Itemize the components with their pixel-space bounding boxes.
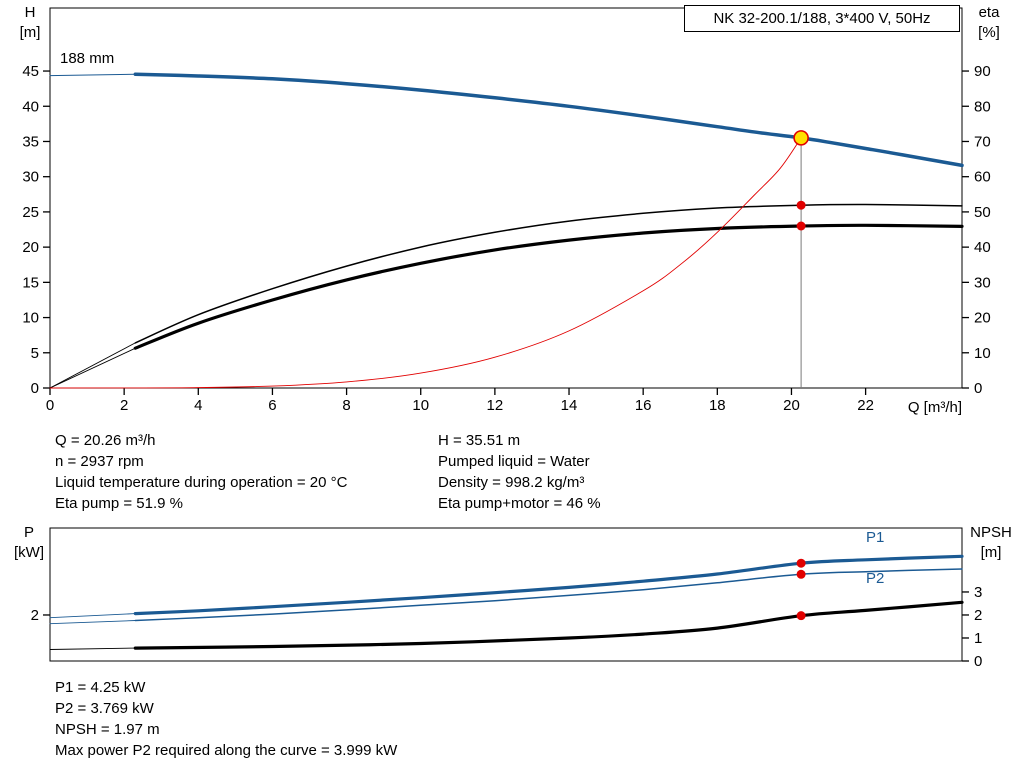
svg-text:10: 10 [22,310,39,327]
info-liquid-temperature: Liquid temperature during operation = 20… [55,474,348,491]
svg-text:4: 4 [194,397,202,414]
power-info-block: P1 = 4.25 kW P2 = 3.769 kW NPSH = 1.97 m… [55,677,397,761]
svg-text:40: 40 [974,239,991,256]
info-npsh: NPSH = 1.97 m [55,721,160,738]
p2-curve-label: P2 [866,570,885,587]
svg-text:15: 15 [22,274,39,291]
svg-text:20: 20 [783,397,800,414]
h-axis-title: H [m] [12,3,48,43]
svg-text:60: 60 [974,169,991,186]
svg-text:1: 1 [974,630,982,647]
svg-text:3: 3 [974,584,982,601]
p-axis-title: P [kW] [6,523,52,563]
svg-text:40: 40 [22,98,39,115]
svg-text:22: 22 [857,397,874,414]
svg-text:0: 0 [31,380,39,397]
svg-text:0: 0 [974,380,982,397]
svg-text:20: 20 [22,239,39,256]
eta-axis-name: eta [978,4,1000,21]
npsh-axis-title: NPSH [m] [962,523,1020,563]
svg-text:14: 14 [561,397,578,414]
info-speed: n = 2937 rpm [55,453,144,470]
svg-text:25: 25 [22,204,39,221]
info-p2: P2 = 3.769 kW [55,700,154,717]
svg-text:10: 10 [974,345,991,362]
info-eta-pump: Eta pump = 51.9 % [55,495,183,512]
info-max-p2: Max power P2 required along the curve = … [55,742,398,759]
info-eta-pump-motor: Eta pump+motor = 46 % [438,495,601,512]
svg-text:5: 5 [31,345,39,362]
svg-text:2: 2 [974,607,982,624]
svg-text:10: 10 [412,397,429,414]
svg-text:6: 6 [268,397,276,414]
svg-text:35: 35 [22,133,39,150]
info-head: H = 35.51 m [438,432,521,449]
p-axis-name: P [23,524,34,541]
pump-title: NK 32-200.1/188, 3*400 V, 50Hz [713,10,931,27]
svg-text:50: 50 [974,204,991,221]
impeller-diameter-label: 188 mm [60,50,115,67]
h-axis-unit: [m] [19,24,41,41]
svg-text:45: 45 [22,63,39,80]
svg-text:90: 90 [974,63,991,80]
q-axis-title: Q [m³/h] [907,399,962,416]
svg-text:30: 30 [22,169,39,186]
svg-text:20: 20 [974,310,991,327]
svg-text:0: 0 [974,653,982,670]
pump-title-box: NK 32-200.1/188, 3*400 V, 50Hz [684,5,960,32]
svg-text:0: 0 [46,397,54,414]
eta-axis-unit: [%] [978,24,1000,41]
npsh-axis-unit: [m] [980,544,1002,561]
info-flow: Q = 20.26 m³/h [55,432,156,449]
svg-text:80: 80 [974,98,991,115]
duty-info-column-1: Q = 20.26 m³/h n = 2937 rpm Liquid tempe… [55,430,347,514]
svg-text:2: 2 [31,607,39,624]
svg-text:16: 16 [635,397,652,414]
svg-text:8: 8 [342,397,350,414]
svg-text:30: 30 [974,274,991,291]
p-axis-unit: [kW] [14,544,44,561]
svg-text:18: 18 [709,397,726,414]
info-p1: P1 = 4.25 kW [55,679,146,696]
svg-text:70: 70 [974,133,991,150]
svg-text:2: 2 [120,397,128,414]
svg-text:12: 12 [487,397,504,414]
h-axis-name: H [24,4,36,21]
p1-curve-label: P1 [866,529,885,546]
eta-axis-title: eta [%] [966,3,1012,43]
info-pumped-liquid: Pumped liquid = Water [438,453,590,470]
duty-info-column-2: H = 35.51 m Pumped liquid = Water Densit… [438,430,601,514]
info-density: Density = 998.2 kg/m³ [438,474,585,491]
npsh-axis-name: NPSH [970,524,1012,541]
